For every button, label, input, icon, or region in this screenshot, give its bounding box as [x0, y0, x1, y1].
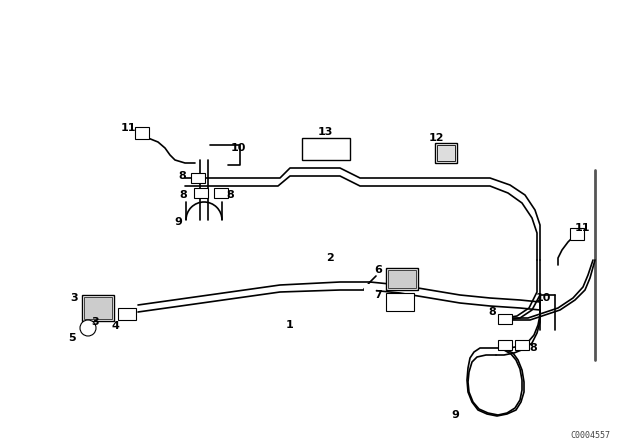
Text: 8: 8 [179, 190, 187, 200]
Text: 3: 3 [70, 293, 78, 303]
Bar [386, 293, 414, 311]
Bar [498, 314, 512, 324]
Bar [570, 228, 584, 240]
Bar [388, 270, 416, 288]
Text: 6: 6 [374, 265, 382, 275]
Bar [135, 127, 149, 139]
Bar [498, 340, 512, 350]
Text: 8: 8 [226, 190, 234, 200]
Text: 9: 9 [174, 217, 182, 227]
Bar [191, 173, 205, 183]
Bar [214, 188, 228, 198]
Bar [364, 284, 376, 292]
Bar [84, 297, 112, 319]
Bar [302, 138, 350, 160]
Text: 11: 11 [574, 223, 589, 233]
Bar [515, 340, 529, 350]
Text: 12: 12 [428, 133, 444, 143]
Text: C0004557: C0004557 [570, 431, 610, 440]
Bar [194, 188, 208, 198]
Text: 10: 10 [535, 293, 550, 303]
Text: 8: 8 [178, 171, 186, 181]
Text: 10: 10 [230, 143, 246, 153]
Bar [82, 295, 114, 321]
Text: 8: 8 [488, 307, 496, 317]
Bar [435, 143, 457, 163]
Text: 9: 9 [451, 410, 459, 420]
Text: 8: 8 [529, 343, 537, 353]
Text: 4: 4 [111, 321, 119, 331]
Text: 13: 13 [317, 127, 333, 137]
Circle shape [80, 320, 96, 336]
Text: 7: 7 [374, 290, 382, 300]
Text: 1: 1 [286, 320, 294, 330]
Bar [437, 145, 455, 161]
Text: 2: 2 [326, 253, 334, 263]
Text: 11: 11 [120, 123, 136, 133]
Bar [118, 308, 136, 320]
Text: 5: 5 [68, 333, 76, 343]
Bar [386, 268, 418, 290]
Text: 3: 3 [91, 317, 99, 327]
